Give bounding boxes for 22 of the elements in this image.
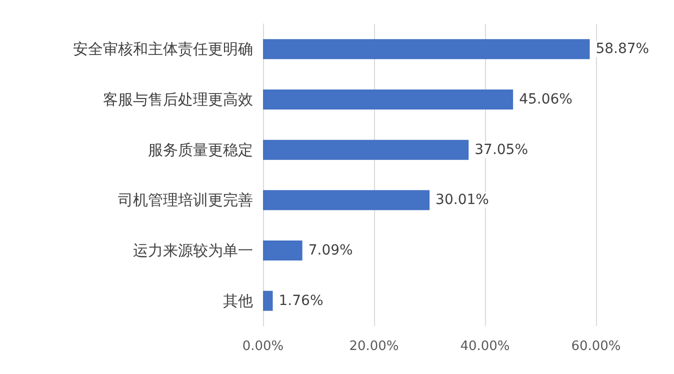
y-tick-label: 其他 <box>223 292 253 310</box>
y-tick-label: 运力来源较为单一 <box>133 242 253 260</box>
data-label: 58.87% <box>596 41 650 58</box>
bar <box>263 240 302 260</box>
data-label: 37.05% <box>474 142 528 158</box>
bar <box>263 39 590 60</box>
bar <box>263 190 430 210</box>
y-tick-label: 客服与售后处理更高效 <box>103 90 253 108</box>
bar <box>263 90 514 110</box>
x-tick-label: 40.00% <box>460 339 510 354</box>
y-tick-label: 司机管理培训更完善 <box>118 191 253 210</box>
bar <box>263 140 469 160</box>
data-label: 45.06% <box>519 92 572 108</box>
y-tick-label: 服务质量更稳定 <box>148 140 253 159</box>
x-tick-label: 60.00% <box>571 339 621 354</box>
data-label: 7.09% <box>308 242 353 258</box>
y-tick-label: 安全审核和主体责任更明确 <box>73 40 253 58</box>
x-tick-label: 20.00% <box>349 339 399 354</box>
bar <box>263 290 273 311</box>
x-tick-label: 0.00% <box>242 339 284 354</box>
data-label: 30.01% <box>436 192 489 208</box>
data-label: 1.76% <box>278 292 324 309</box>
